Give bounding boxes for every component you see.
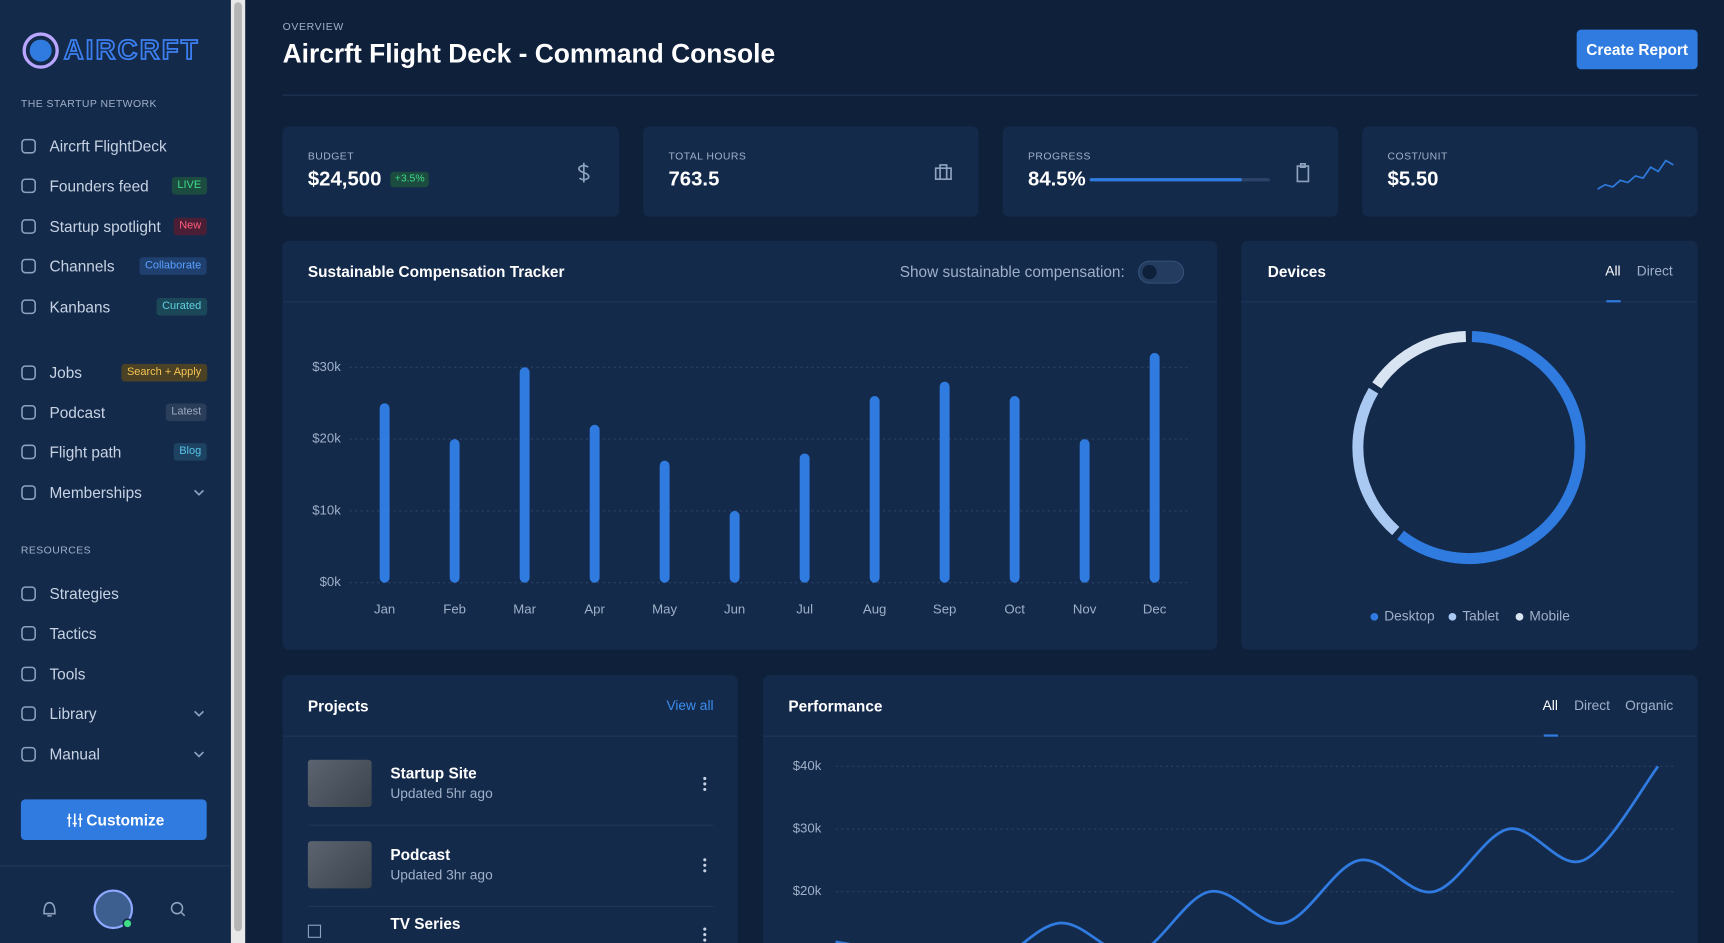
nav-item[interactable]: Flight path bbox=[49, 443, 122, 461]
project-updated: Updated 5hr ago bbox=[390, 785, 493, 802]
project-name[interactable]: Podcast bbox=[390, 845, 451, 864]
stat-label: TOTAL HOURS bbox=[668, 150, 747, 163]
nav-item[interactable]: Tactics bbox=[49, 624, 97, 643]
project-updated: Updated 3hr ago bbox=[390, 867, 493, 883]
stat-label: PROGRESS bbox=[1028, 150, 1091, 163]
tab[interactable]: Direct bbox=[1574, 697, 1611, 714]
project-name[interactable]: Startup Site bbox=[390, 764, 477, 782]
scrollbar-thumb bbox=[234, 2, 242, 932]
nav-item[interactable]: Startup spotlight bbox=[49, 217, 161, 236]
stat-value: $5.50 bbox=[1387, 166, 1439, 190]
customize-button[interactable] bbox=[20, 799, 207, 841]
nav-item[interactable]: Founders feed bbox=[49, 177, 149, 195]
nav-badge: Collaborate bbox=[139, 257, 207, 275]
nav-item[interactable]: Podcast bbox=[49, 403, 106, 422]
project-thumb bbox=[307, 924, 322, 938]
card-divider bbox=[282, 735, 738, 737]
tab[interactable]: Direct bbox=[1636, 263, 1673, 279]
projects-card bbox=[282, 675, 738, 943]
stat-card bbox=[282, 126, 620, 217]
stat-label: COST/UNIT bbox=[1387, 150, 1448, 163]
card-divider bbox=[763, 735, 1698, 737]
nav-item[interactable]: Aircrft FlightDeck bbox=[49, 137, 167, 156]
nav-item[interactable]: Kanbans bbox=[49, 297, 111, 316]
nav-item[interactable]: Strategies bbox=[49, 584, 119, 603]
nav-badge: New bbox=[173, 217, 207, 236]
chart-card bbox=[763, 675, 1698, 943]
eyebrow: OVERVIEW bbox=[282, 21, 344, 34]
project-thumb bbox=[307, 759, 372, 808]
project-thumb bbox=[307, 841, 372, 889]
stat-card bbox=[643, 126, 979, 217]
stat-value: 763.5 bbox=[668, 166, 720, 190]
stat-label: BUDGET bbox=[307, 150, 355, 163]
stat-delta: +3.5% bbox=[390, 171, 430, 187]
chart-title: Sustainable Compensation Tracker bbox=[307, 262, 565, 281]
stat-card bbox=[1002, 126, 1339, 217]
stat-value: 84.5% bbox=[1028, 166, 1086, 190]
card-title: Projects bbox=[307, 697, 369, 715]
tab[interactable]: All bbox=[1542, 697, 1558, 714]
tab-underline bbox=[1606, 300, 1621, 303]
nav-item[interactable]: Channels bbox=[49, 257, 115, 275]
chart-title: Performance bbox=[788, 697, 883, 715]
button-label[interactable]: Create Report bbox=[1586, 40, 1689, 59]
nav-badge: Curated bbox=[156, 297, 207, 316]
toggle-label: Show sustainable compensation: bbox=[899, 262, 1125, 281]
card-divider bbox=[282, 301, 1218, 303]
nav-item[interactable]: Jobs bbox=[49, 363, 82, 382]
toggle-knob[interactable] bbox=[1142, 264, 1157, 280]
nav-item[interactable]: Library bbox=[49, 704, 97, 723]
nav-badge: LIVE bbox=[171, 177, 207, 195]
nav-item[interactable]: Memberships bbox=[49, 483, 142, 502]
sidebar bbox=[0, 0, 231, 943]
stat-value: $24,500 bbox=[307, 166, 382, 190]
header-divider bbox=[282, 94, 1698, 96]
nav-item[interactable]: Manual bbox=[49, 745, 100, 764]
row-divider bbox=[307, 824, 714, 826]
nav-badge: Latest bbox=[165, 403, 207, 422]
tab[interactable]: Organic bbox=[1625, 697, 1674, 714]
project-name[interactable]: TV Series bbox=[390, 914, 461, 933]
tab-underline bbox=[1543, 734, 1558, 737]
nav-badge: Search + Apply bbox=[121, 363, 207, 382]
button-label[interactable]: Customize bbox=[86, 811, 165, 830]
row-divider bbox=[307, 905, 714, 908]
card-divider bbox=[1241, 301, 1698, 303]
sidebar-divider bbox=[0, 865, 231, 867]
nav-item[interactable]: Tools bbox=[49, 665, 86, 683]
create-report-button[interactable] bbox=[1576, 29, 1698, 70]
section-label: THE STARTUP NETWORK bbox=[20, 98, 157, 111]
chart-card bbox=[282, 240, 1218, 650]
chart-title: Devices bbox=[1267, 262, 1326, 281]
tab[interactable]: All bbox=[1605, 263, 1621, 279]
page-title: Aircrft Flight Deck - Command Console bbox=[282, 39, 776, 70]
nav-badge: Blog bbox=[173, 443, 207, 461]
section-label: RESOURCES bbox=[20, 544, 92, 557]
view-all-link[interactable]: View all bbox=[666, 697, 714, 714]
